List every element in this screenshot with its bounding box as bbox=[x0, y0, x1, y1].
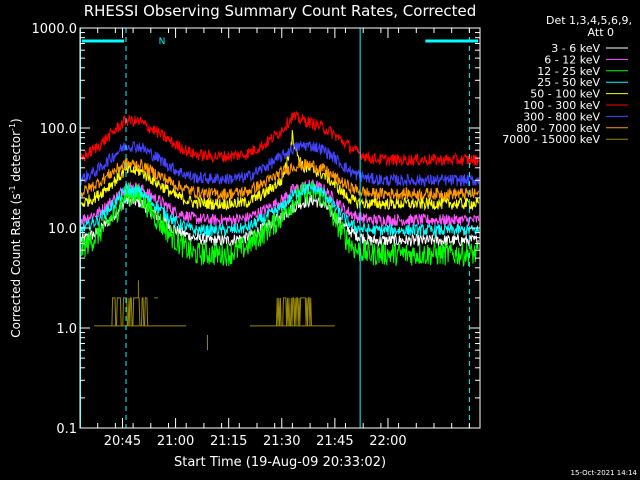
legend-label-25-50-kev: 25 - 50 keV bbox=[537, 76, 600, 89]
legend-header-attenuator: Att 0 bbox=[588, 26, 614, 39]
x-tick-label: 21:30 bbox=[263, 434, 300, 449]
orbit-annotation-n: N bbox=[159, 37, 166, 47]
x-tick-label: 21:00 bbox=[157, 434, 194, 449]
series-line-25-50-kev bbox=[80, 182, 480, 238]
legend-label-3-6-kev: 3 - 6 keV bbox=[551, 42, 600, 55]
y-tick-label: 10.0 bbox=[48, 222, 77, 237]
series-line-100-300-kev bbox=[80, 110, 480, 167]
x-tick-label: 21:45 bbox=[316, 434, 353, 449]
series-line-12-25-kev bbox=[81, 180, 480, 268]
x-axis-label: Start Time (19-Aug-09 20:33:02) bbox=[174, 455, 386, 470]
y-tick-label: 100.0 bbox=[40, 122, 77, 137]
legend-label-100-300-kev: 100 - 300 keV bbox=[523, 99, 600, 112]
series-line-800-7000-kev bbox=[80, 158, 480, 202]
series-line-300-800-kev bbox=[80, 140, 480, 187]
x-tick-label: 20:45 bbox=[104, 434, 141, 449]
generation-timestamp: 15-Oct-2021 14:14 bbox=[571, 469, 638, 477]
y-tick-label: 1000.0 bbox=[32, 22, 78, 37]
y-tick-label: 0.1 bbox=[56, 422, 77, 437]
legend-label-6-12-kev: 6 - 12 keV bbox=[544, 53, 600, 66]
legend-label-300-800-kev: 300 - 800 keV bbox=[523, 110, 600, 123]
legend-label-7000-15000-kev: 7000 - 15000 keV bbox=[502, 133, 600, 146]
legend-label-12-25-kev: 12 - 25 keV bbox=[537, 65, 600, 78]
legend-label-800-7000-kev: 800 - 7000 keV bbox=[516, 122, 600, 135]
legend-header-detectors: Det 1,3,4,5,6,9, bbox=[546, 14, 632, 27]
y-tick-label: 1.0 bbox=[56, 322, 77, 337]
y-axis-label: Corrected Count Rate (s-1 detector-1) bbox=[8, 118, 23, 337]
legend-label-50-100-kev: 50 - 100 keV bbox=[530, 88, 600, 101]
x-tick-label: 21:15 bbox=[210, 434, 247, 449]
series-line-7000-15000-kev bbox=[94, 280, 335, 351]
x-tick-label: 22:00 bbox=[369, 434, 406, 449]
chart-title: RHESSI Observing Summary Count Rates, Co… bbox=[84, 2, 477, 20]
